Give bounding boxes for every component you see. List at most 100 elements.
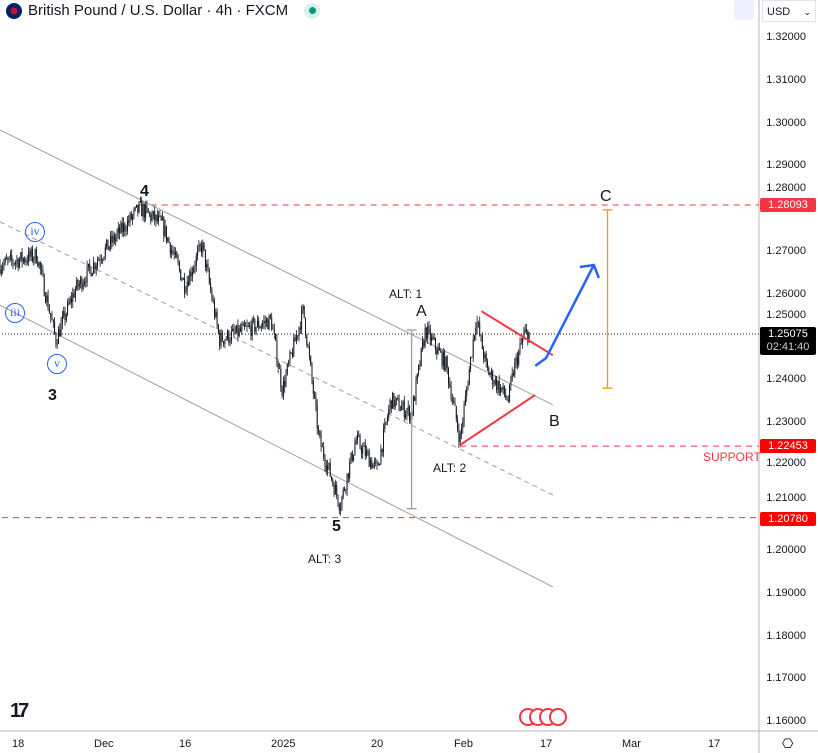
candle-body (367, 450, 369, 453)
candle-body (464, 395, 466, 406)
candle-body (225, 338, 227, 340)
candle-body (503, 385, 505, 395)
candle-body (178, 262, 180, 270)
candle-body (328, 462, 330, 466)
candle-body (119, 227, 121, 234)
candle-body (518, 351, 520, 365)
symbol-header[interactable]: British Pound / U.S. Dollar · 4h · FXCM (6, 2, 321, 19)
candle-body (268, 315, 270, 330)
candle-body (56, 343, 58, 345)
candle-body (43, 274, 45, 297)
currency-label: USD (767, 6, 791, 18)
price-tick: 1.27000 (766, 244, 806, 257)
candle-body (42, 269, 44, 275)
candle-body (357, 434, 358, 440)
candle-body (355, 439, 357, 444)
tradingview-logo[interactable]: 17 (10, 700, 29, 722)
candle-body (445, 356, 447, 371)
candle-body (126, 220, 128, 232)
candle-body (446, 356, 448, 369)
candle-body (6, 257, 7, 260)
candle-body (204, 249, 206, 268)
candle-body (61, 316, 63, 323)
candle-body (141, 201, 143, 217)
candle-body (87, 263, 89, 267)
fullscreen-button[interactable] (734, 0, 754, 20)
candle-body (24, 258, 26, 263)
candle-body (240, 328, 241, 332)
candle-body (97, 260, 98, 266)
candle-body (3, 263, 5, 268)
candle-body (362, 447, 364, 454)
triangle-line (459, 394, 536, 446)
candle-body (280, 368, 282, 388)
candle-body (71, 298, 72, 303)
candle-body (54, 321, 56, 334)
candle-body (223, 341, 225, 345)
candle-body (7, 259, 9, 261)
candle-body (158, 215, 160, 222)
candle-body (347, 473, 349, 478)
candle-body (194, 266, 196, 268)
candle-body (484, 354, 486, 359)
candle-body (407, 406, 409, 411)
candle-body (103, 256, 105, 260)
gbp-event-flag-icon (549, 708, 567, 726)
candle-body (86, 266, 88, 283)
candle-body (78, 283, 80, 287)
bar-countdown: 02:41:40 (766, 341, 810, 353)
candle-body (433, 338, 435, 340)
candle-body (251, 319, 253, 337)
candle-body (197, 250, 199, 256)
time-tick: 2025 (271, 738, 296, 750)
wave-4-label: 4 (140, 183, 149, 200)
currency-select[interactable]: USD ⌄ (762, 0, 816, 22)
candle-body (154, 211, 156, 221)
candle-body (307, 345, 309, 347)
time-tick: Dec (94, 738, 114, 750)
candle-body (284, 380, 286, 387)
candle-body (72, 293, 74, 303)
candle-body (215, 311, 217, 317)
candle-body (243, 323, 245, 327)
candle-body (474, 335, 475, 339)
candle-body (338, 504, 340, 510)
candle-body (147, 208, 149, 213)
candle-body (89, 263, 91, 269)
candle-body (155, 214, 157, 221)
candle-body (68, 302, 70, 304)
time-tick: 17 (708, 738, 721, 750)
candle-body (524, 329, 526, 333)
candle-body (201, 246, 202, 253)
time-tick: 17 (540, 738, 553, 750)
candle-body (165, 225, 167, 241)
candle-body (483, 349, 485, 359)
candle-body (453, 400, 455, 403)
candle-body (403, 401, 405, 418)
candle-body (263, 320, 265, 324)
candle-body (267, 319, 269, 330)
candle-body (412, 397, 414, 416)
channel-line (0, 304, 554, 588)
candle-body (98, 259, 100, 261)
candle-body (159, 215, 161, 217)
candle-body (441, 351, 443, 367)
candle-body (4, 257, 6, 264)
price-tick: 1.26000 (766, 287, 806, 300)
candle-body (489, 374, 491, 376)
candle-body (376, 461, 378, 465)
candle-body (58, 329, 59, 344)
candle-body (406, 410, 408, 415)
price-tick: 1.25000 (766, 309, 806, 321)
candle-body (281, 387, 283, 396)
last-price-badge: 1.25075 02:41:40 (760, 327, 816, 355)
candle-body (33, 258, 35, 261)
price-tick: 1.30000 (766, 116, 806, 129)
candle-body (476, 321, 478, 328)
settings-icon[interactable]: ⎔ (782, 736, 794, 751)
candle-body (414, 397, 416, 401)
price-tick: 1.16000 (766, 715, 806, 727)
candle-body (130, 213, 132, 220)
candle-body (94, 262, 96, 270)
